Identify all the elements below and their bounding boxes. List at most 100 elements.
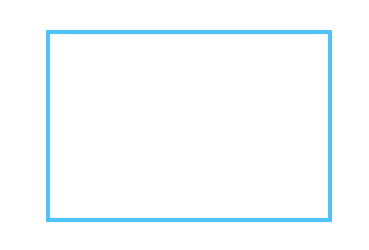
Bar	[286, 84, 328, 99]
Bar	[196, 189, 244, 204]
Text: Exam: Exam	[68, 177, 94, 186]
Bar	[49, 33, 328, 54]
Bar	[49, 129, 65, 144]
Text: 6: 6	[54, 147, 60, 156]
Bar	[244, 204, 286, 220]
Text: ×: ×	[99, 39, 107, 48]
Bar	[132, 33, 328, 54]
Text: 76: 76	[182, 162, 194, 171]
Bar	[49, 54, 65, 69]
Text: 15%: 15%	[221, 162, 242, 171]
Bar	[65, 159, 153, 174]
Text: 79.8: 79.8	[221, 208, 242, 216]
Bar	[286, 54, 328, 69]
Bar	[286, 129, 328, 144]
Text: 4: 4	[54, 117, 60, 126]
Bar	[244, 69, 286, 84]
Bar	[153, 174, 196, 189]
Text: Quiz 1: Quiz 1	[68, 87, 98, 96]
Bar	[65, 144, 153, 159]
Text: Weightage: Weightage	[184, 72, 242, 81]
Text: 78: 78	[182, 102, 194, 111]
Text: Exam Type: Exam Type	[68, 72, 125, 81]
Bar	[153, 129, 196, 144]
Bar	[153, 99, 196, 114]
Text: 5%: 5%	[227, 102, 242, 111]
Bar	[286, 189, 328, 204]
Bar	[244, 129, 286, 144]
Bar	[244, 189, 286, 204]
Text: 10%: 10%	[221, 87, 242, 96]
Bar	[196, 69, 244, 84]
Text: 93: 93	[182, 132, 194, 141]
Text: 20%: 20%	[221, 147, 242, 156]
Bar	[244, 144, 286, 159]
Text: Project: Project	[68, 147, 100, 156]
Text: Viva: Viva	[68, 162, 88, 171]
Bar	[196, 84, 244, 99]
Text: 91: 91	[182, 117, 194, 126]
Bar	[65, 69, 153, 84]
Bar	[49, 69, 65, 84]
Text: Marks: Marks	[161, 72, 194, 81]
Bar	[286, 144, 328, 159]
Bar	[244, 54, 286, 69]
Bar	[196, 114, 244, 129]
Bar	[286, 99, 328, 114]
Text: ✓: ✓	[108, 39, 115, 48]
Text: fx: fx	[117, 39, 125, 49]
Bar	[49, 144, 65, 159]
Bar	[49, 159, 65, 174]
Text: 5: 5	[54, 132, 60, 141]
Bar	[286, 159, 328, 174]
Bar	[244, 114, 286, 129]
Bar	[286, 114, 328, 129]
Text: C10: C10	[61, 39, 81, 49]
Text: 2: 2	[54, 87, 60, 96]
Bar	[196, 174, 244, 189]
Text: 7: 7	[54, 162, 60, 171]
Text: Weighted Average: Weighted Average	[68, 208, 166, 216]
Text: 40%: 40%	[221, 177, 242, 186]
Bar	[49, 114, 65, 129]
Bar	[65, 189, 153, 204]
Text: 9: 9	[54, 192, 60, 201]
Text: 3: 3	[54, 102, 60, 111]
Text: {=SUM(B2:B8*C2:C8)}: {=SUM(B2:B8*C2:C8)}	[171, 39, 290, 49]
Bar	[196, 129, 244, 144]
Text: Assignment 1: Assignment 1	[68, 117, 133, 126]
Bar	[65, 54, 153, 69]
Bar	[286, 69, 328, 84]
Bar	[49, 84, 65, 99]
Text: B: B	[171, 57, 178, 67]
Bar	[153, 189, 196, 204]
Bar	[153, 204, 196, 220]
Bar	[153, 144, 196, 159]
Text: 5%: 5%	[227, 132, 242, 141]
Text: 8: 8	[54, 177, 60, 186]
Bar	[65, 174, 153, 189]
Bar	[196, 159, 244, 174]
Bar	[153, 159, 196, 174]
Text: 1: 1	[54, 72, 60, 81]
Text: :: :	[94, 39, 97, 48]
Bar	[196, 99, 244, 114]
Bar	[153, 84, 196, 99]
Bar	[65, 84, 153, 99]
Text: D: D	[262, 57, 269, 67]
Bar	[153, 69, 196, 84]
Bar	[286, 204, 328, 220]
Bar	[244, 84, 286, 99]
Bar	[244, 159, 286, 174]
Text: A: A	[106, 57, 112, 67]
Text: 81: 81	[182, 177, 194, 186]
Bar	[244, 174, 286, 189]
Bar	[49, 174, 65, 189]
Bar	[65, 99, 153, 114]
Bar	[65, 114, 153, 129]
Text: ▼: ▼	[84, 41, 89, 46]
Bar	[49, 189, 65, 204]
Text: Quiz 2: Quiz 2	[68, 102, 98, 111]
Text: 5%: 5%	[227, 117, 242, 126]
Text: C: C	[217, 57, 224, 67]
